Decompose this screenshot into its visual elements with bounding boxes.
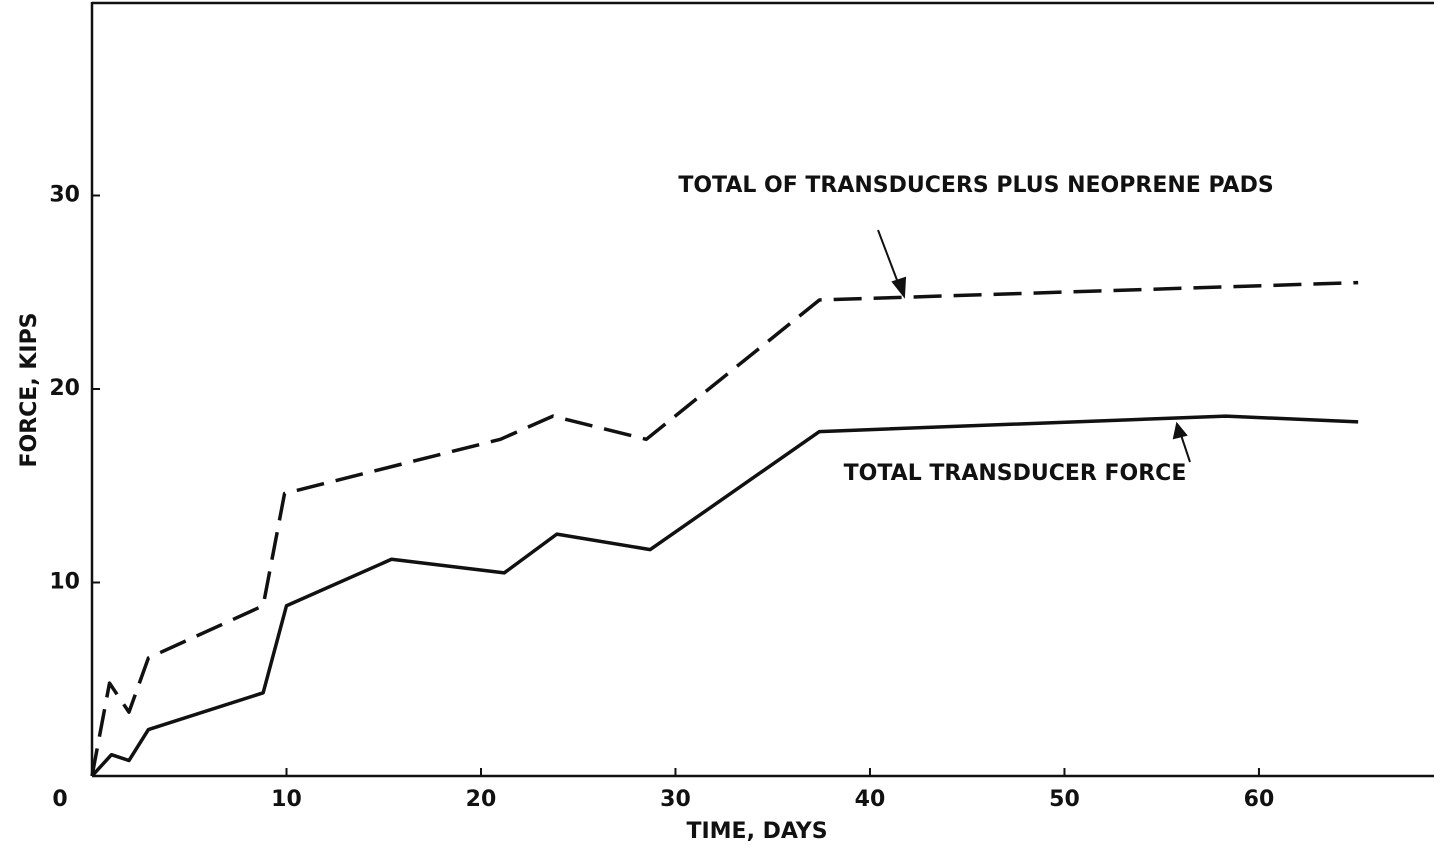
x-tick-label: 30 xyxy=(660,787,691,812)
x-tick-label: 0 xyxy=(52,787,67,812)
x-tick-label: 40 xyxy=(855,787,886,812)
y-tick-label: 10 xyxy=(49,570,80,595)
y-tick-label: 20 xyxy=(49,376,80,401)
x-tick-label: 20 xyxy=(466,787,497,812)
x-tick-label: 10 xyxy=(271,787,302,812)
x-tick-label: 60 xyxy=(1244,787,1275,812)
annotation-arrow xyxy=(1172,421,1191,463)
y-axis-label: FORCE, KIPS xyxy=(17,312,42,467)
x-axis-label: TIME, DAYS xyxy=(686,819,827,844)
annotation: TOTAL TRANSDUCER FORCE xyxy=(844,461,1187,486)
annotation: TOTAL OF TRANSDUCERS PLUS NEOPRENE PADS xyxy=(678,173,1273,198)
y-tick-label: 30 xyxy=(49,183,80,208)
annotation-arrow xyxy=(877,229,907,299)
series-line xyxy=(90,280,1359,777)
x-tick-label: 50 xyxy=(1049,787,1080,812)
series-line xyxy=(90,414,1359,778)
